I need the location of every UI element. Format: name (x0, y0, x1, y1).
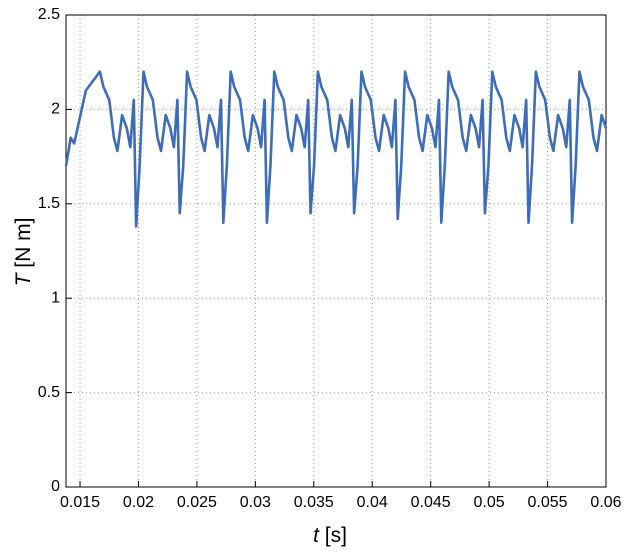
x-axis-label: t [s] (313, 524, 347, 547)
y-tick-label: 2.5 (38, 6, 60, 23)
x-tick-label: 0.05 (474, 494, 505, 511)
plot-frame (65, 14, 607, 488)
x-tick-label: 0.015 (60, 494, 100, 511)
x-tick-label: 0.055 (528, 494, 568, 511)
x-tick-label: 0.02 (123, 494, 154, 511)
y-tick-label: 2 (51, 101, 60, 118)
y-tick-label: 1 (51, 289, 60, 306)
x-tick-label: 0.045 (411, 494, 451, 511)
x-tick-label: 0.06 (590, 494, 621, 511)
y-tick-label: 0 (51, 478, 60, 495)
x-tick-label: 0.03 (240, 494, 271, 511)
y-tick-label: 1.5 (38, 195, 60, 212)
y-axis-label: T [N m] (12, 218, 35, 287)
x-tick-label: 0.04 (357, 494, 388, 511)
x-label-unit: [s] (325, 524, 347, 547)
y-label-var: T (12, 271, 35, 286)
x-tick-label: 0.035 (294, 494, 334, 511)
data-line (64, 70, 608, 228)
y-tick-label: 0.5 (38, 384, 60, 401)
y-label-unit: [N m] (12, 218, 35, 268)
x-label-var: t (313, 524, 320, 547)
x-tick-label: 0.025 (177, 494, 217, 511)
